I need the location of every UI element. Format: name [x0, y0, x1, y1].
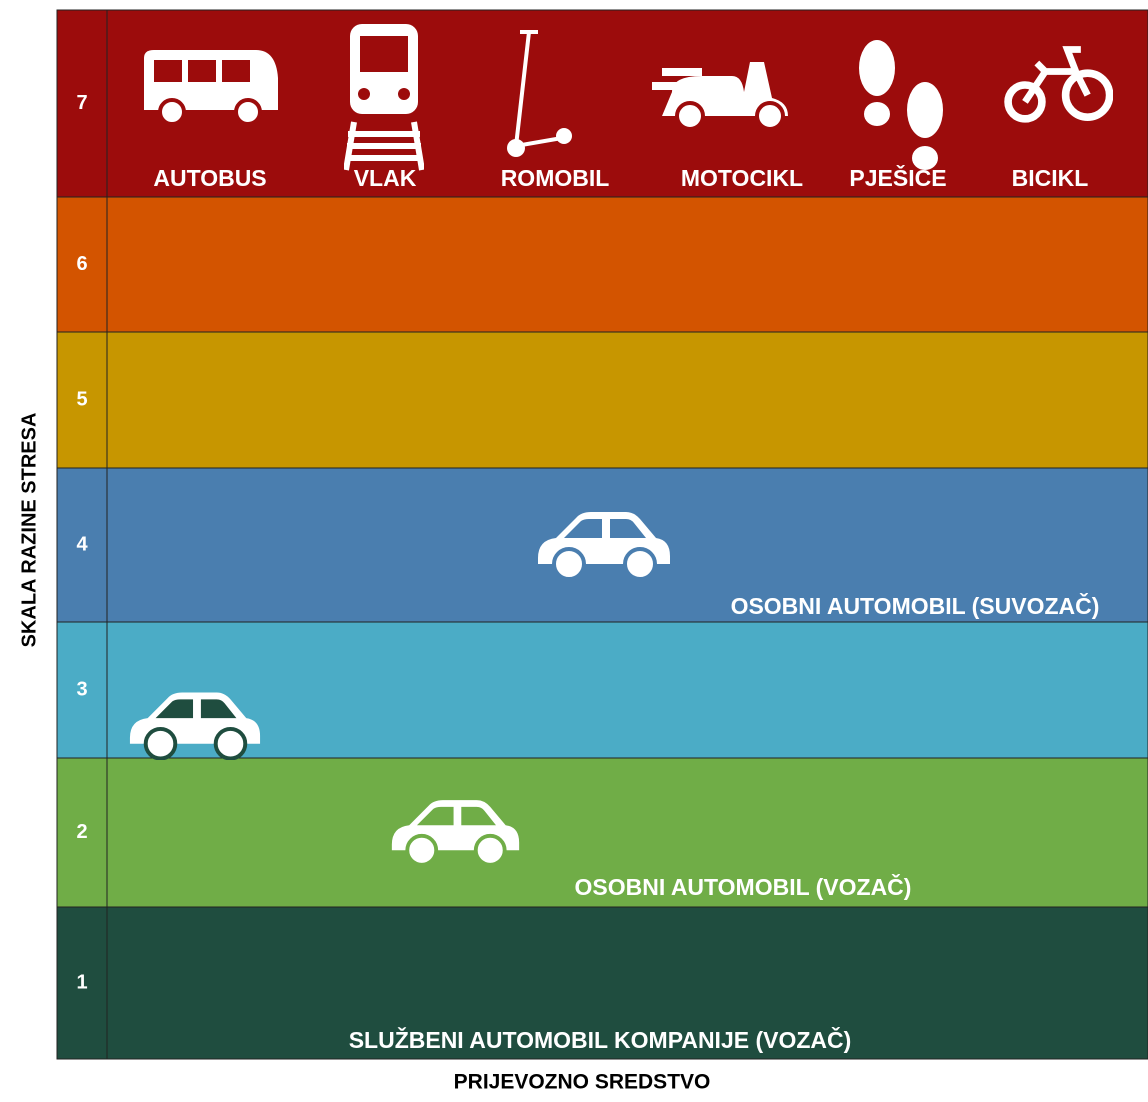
level-band	[56, 757, 1148, 908]
level-label: 5	[76, 388, 87, 410]
item-label: AUTOBUS	[153, 165, 266, 191]
level-label: 1	[76, 971, 87, 993]
item-label: MOTOCIKL	[681, 165, 803, 191]
level-band	[56, 196, 1148, 333]
levels: 7 AUTOBUS VLAK ROMOBIL MOTOCIKL PJEŠICE BICIKL…	[56, 9, 1148, 1060]
item-label: ROMOBIL	[501, 165, 610, 191]
item-label: OSOBNI AUTOMOBIL (SUVOZAČ)	[731, 592, 1100, 619]
item-label: OSOBNI AUTOMOBIL (VOZAČ)	[575, 873, 912, 900]
y-axis-label: SKALA RAZINE STRESA	[18, 413, 40, 648]
item-label: BICIKL	[1012, 165, 1089, 191]
level-label: 6	[76, 253, 87, 275]
item-label: SLUŽBENI AUTOMOBIL KOMPANIJE (VOZAČ)	[349, 1026, 852, 1053]
x-axis-label: PRIJEVOZNO SREDSTVO	[454, 1071, 711, 1094]
item-label: VLAK	[354, 165, 417, 191]
icon-train	[346, 24, 422, 170]
level-band	[56, 331, 1148, 469]
level-label: 2	[76, 821, 87, 843]
level-label: 4	[76, 533, 88, 555]
level-band	[56, 906, 1148, 1060]
item-label: PJEŠICE	[849, 164, 946, 191]
level-label: 3	[76, 678, 87, 700]
level-label: 7	[76, 92, 87, 114]
